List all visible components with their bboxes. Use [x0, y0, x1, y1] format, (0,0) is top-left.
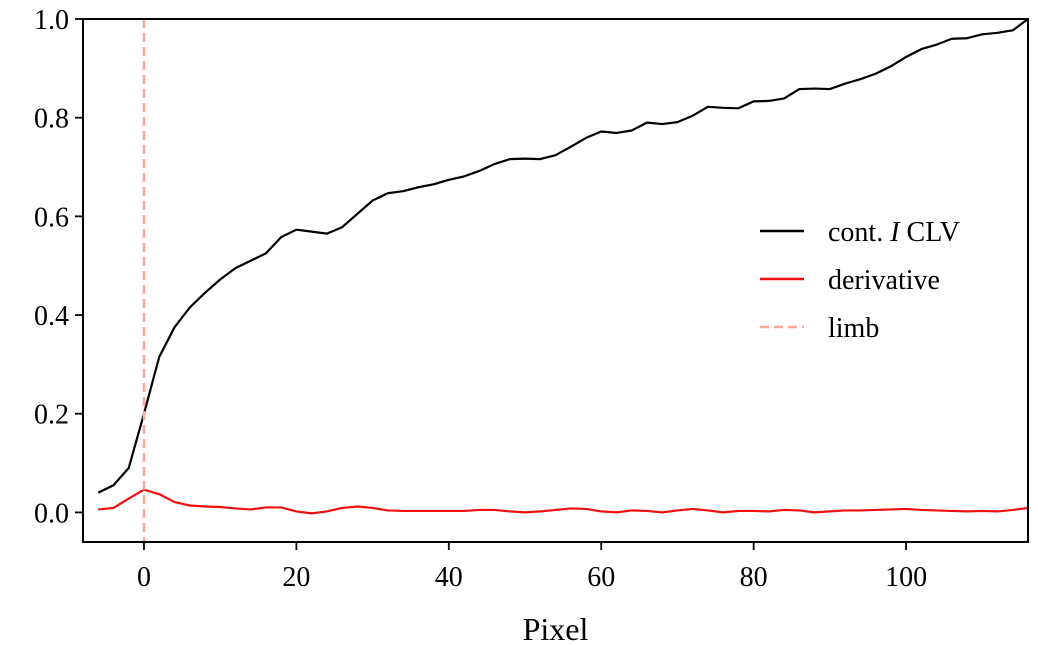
x-tick-label: 100	[885, 562, 927, 593]
plot-frame	[82, 18, 1029, 543]
legend-label: derivative	[828, 265, 940, 296]
y-tick-label: 1.0	[34, 5, 69, 36]
x-axis-label: Pixel	[523, 611, 589, 645]
y-tick-label: 0.4	[34, 301, 69, 332]
x-tick-label: 60	[587, 562, 615, 593]
series-derivative-line	[98, 488, 1028, 515]
x-tick-label: 40	[435, 562, 463, 593]
series-cont-i-clv-line	[97, 19, 1028, 494]
legend-label: cont. I CLV	[828, 217, 960, 248]
x-tick-label: 0	[137, 562, 151, 593]
legend: cont. I CLV derivative limb	[760, 217, 960, 344]
x-tick-label: 20	[282, 562, 310, 593]
y-tick-label: 0.0	[34, 498, 69, 529]
plot-area	[97, 19, 1028, 542]
y-tick-label: 0.8	[34, 104, 69, 135]
axes: 0 20 40 60 80 100 0.0 0.2 0.4 0.6 0.8 1.0	[34, 5, 1029, 593]
legend-label: limb	[828, 313, 879, 344]
y-tick-label: 0.2	[34, 400, 69, 431]
y-tick-label: 0.6	[34, 202, 69, 233]
x-tick-label: 80	[740, 562, 768, 593]
